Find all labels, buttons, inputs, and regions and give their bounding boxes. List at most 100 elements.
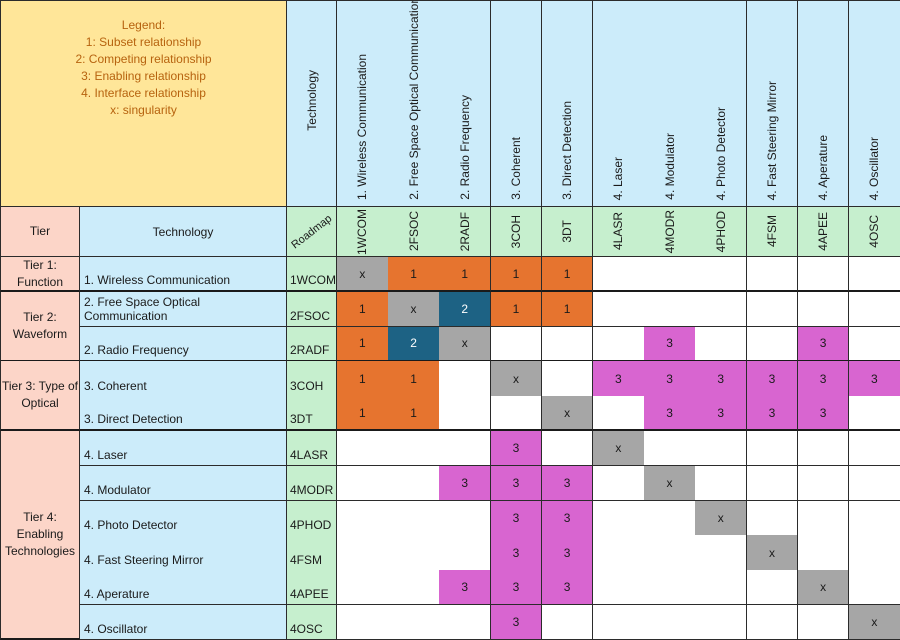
matrix-cell: [849, 431, 900, 467]
row-technology-label: 4. Photo Detector: [84, 517, 178, 532]
row-technology: 4. Modulator: [80, 465, 287, 502]
column-header: 2. Free Space Optical Communication: [388, 0, 440, 207]
column-header-label: 4. Photo Detector: [713, 106, 728, 200]
row-technology-label: 4. Laser: [84, 448, 128, 463]
matrix-cell: [644, 257, 696, 293]
matrix-cell: [849, 500, 900, 536]
matrix-cell: [695, 431, 748, 467]
column-code-label: 4FSM: [764, 215, 779, 248]
matrix-cell: [746, 291, 799, 328]
matrix-cell: 3: [644, 326, 696, 362]
tier-label-cell: Tier 4: Enabling Technologies: [0, 431, 80, 640]
matrix-cell: [541, 431, 594, 467]
matrix-cell: [644, 605, 696, 640]
column-header: 4. Oscillator: [849, 0, 900, 207]
column-header-label: 4. Aperature: [816, 134, 831, 200]
legend-box: Legend: 1: Subset relationship 2: Compet…: [0, 0, 287, 207]
column-code: 3COH: [490, 207, 543, 257]
matrix-cell: 3: [541, 570, 594, 606]
matrix-cell: [388, 431, 440, 467]
matrix-cell: [337, 465, 389, 502]
matrix-cell: [746, 605, 799, 640]
matrix-cell: 3: [490, 500, 543, 536]
column-code: 2RADF: [439, 207, 492, 257]
row-technology-label: 2. Radio Frequency: [84, 342, 189, 357]
matrix-cell: 3: [439, 465, 492, 502]
matrix-cell: [849, 326, 900, 362]
tier-label-cell: Tier 1: Function: [0, 257, 80, 293]
matrix-cell: 3: [541, 465, 594, 502]
column-code: 2FSOC: [388, 207, 440, 257]
row-roadmap-code: 4APEE: [287, 570, 337, 606]
matrix-cell: x: [490, 361, 543, 397]
column-code: 4PHOD: [695, 207, 748, 257]
column-header: 4. Laser: [593, 0, 645, 207]
matrix-cell: [439, 396, 492, 432]
column-code: 4OSC: [849, 207, 900, 257]
row-roadmap-code: 1WCOM: [287, 257, 337, 293]
matrix-cell: [695, 257, 748, 293]
matrix-cell: [337, 570, 389, 606]
legend-item: 3: Enabling relationship: [81, 69, 206, 83]
column-code-label: 4APEE: [816, 212, 831, 251]
matrix-cell: [541, 326, 594, 362]
matrix-cell: [593, 326, 645, 362]
matrix-cell: 1: [337, 361, 389, 397]
roadmap-header: Roadmap: [287, 207, 337, 257]
matrix-cell: [541, 361, 594, 397]
row-roadmap-label: 3COH: [290, 378, 324, 393]
matrix-cell: [388, 570, 440, 606]
row-technology: 4. Photo Detector: [80, 500, 287, 536]
matrix-cell: [388, 535, 440, 571]
column-code: 3DT: [541, 207, 594, 257]
matrix-cell: x: [797, 570, 850, 606]
matrix-cell: [593, 605, 645, 640]
matrix-cell: 3: [746, 396, 799, 432]
column-header-label: 2. Free Space Optical Communication: [406, 0, 421, 200]
row-roadmap-label: 4FSM: [290, 552, 323, 567]
matrix-cell: [746, 257, 799, 293]
column-header: 4. Photo Detector: [695, 0, 748, 207]
column-code: 4MODR: [644, 207, 696, 257]
matrix-cell: [797, 291, 850, 328]
matrix-cell: [593, 291, 645, 328]
matrix-cell: [337, 535, 389, 571]
matrix-cell: 1: [388, 361, 440, 397]
column-header-label: 3. Coherent: [508, 137, 523, 200]
matrix-cell: 1: [541, 291, 594, 328]
matrix-cell: [490, 396, 543, 432]
matrix-cell: 3: [490, 431, 543, 467]
matrix-cell: [849, 535, 900, 571]
column-header: 4. Modulator: [644, 0, 696, 207]
matrix-cell: 1: [337, 291, 389, 328]
row-roadmap-code: 4PHOD: [287, 500, 337, 536]
matrix-cell: 3: [797, 326, 850, 362]
column-code: 4APEE: [797, 207, 850, 257]
matrix-cell: x: [644, 465, 696, 502]
column-code: 1WCOM: [337, 207, 389, 257]
row-roadmap-code: 4MODR: [287, 465, 337, 502]
row-technology: 4. Laser: [80, 431, 287, 467]
matrix-cell: [849, 570, 900, 606]
row-technology: 2. Free Space Optical Communication: [80, 291, 287, 328]
row-roadmap-label: 2RADF: [290, 342, 330, 357]
matrix-cell: 3: [541, 500, 594, 536]
legend-item: 1: Subset relationship: [85, 35, 202, 49]
matrix-cell: [695, 535, 748, 571]
matrix-cell: 1: [388, 396, 440, 432]
column-header: 3. Direct Detection: [541, 0, 594, 207]
row-roadmap-code: 4OSC: [287, 605, 337, 640]
matrix-cell: [849, 396, 900, 432]
column-header-label: 1. Wireless Communication: [355, 53, 370, 200]
row-technology-label: 3. Coherent: [84, 378, 147, 393]
tier-label-cell: Tier 3: Type of Optical: [0, 361, 80, 432]
matrix-cell: [644, 535, 696, 571]
row-roadmap-code: 2FSOC: [287, 291, 337, 328]
matrix-cell: [439, 500, 492, 536]
row-technology: 3. Direct Detection: [80, 396, 287, 432]
row-technology-label: 4. Fast Steering Mirror: [84, 552, 204, 567]
matrix-cell: [593, 570, 645, 606]
column-header-label: 4. Modulator: [662, 133, 677, 200]
matrix-cell: [337, 431, 389, 467]
matrix-cell: 2: [439, 291, 492, 328]
